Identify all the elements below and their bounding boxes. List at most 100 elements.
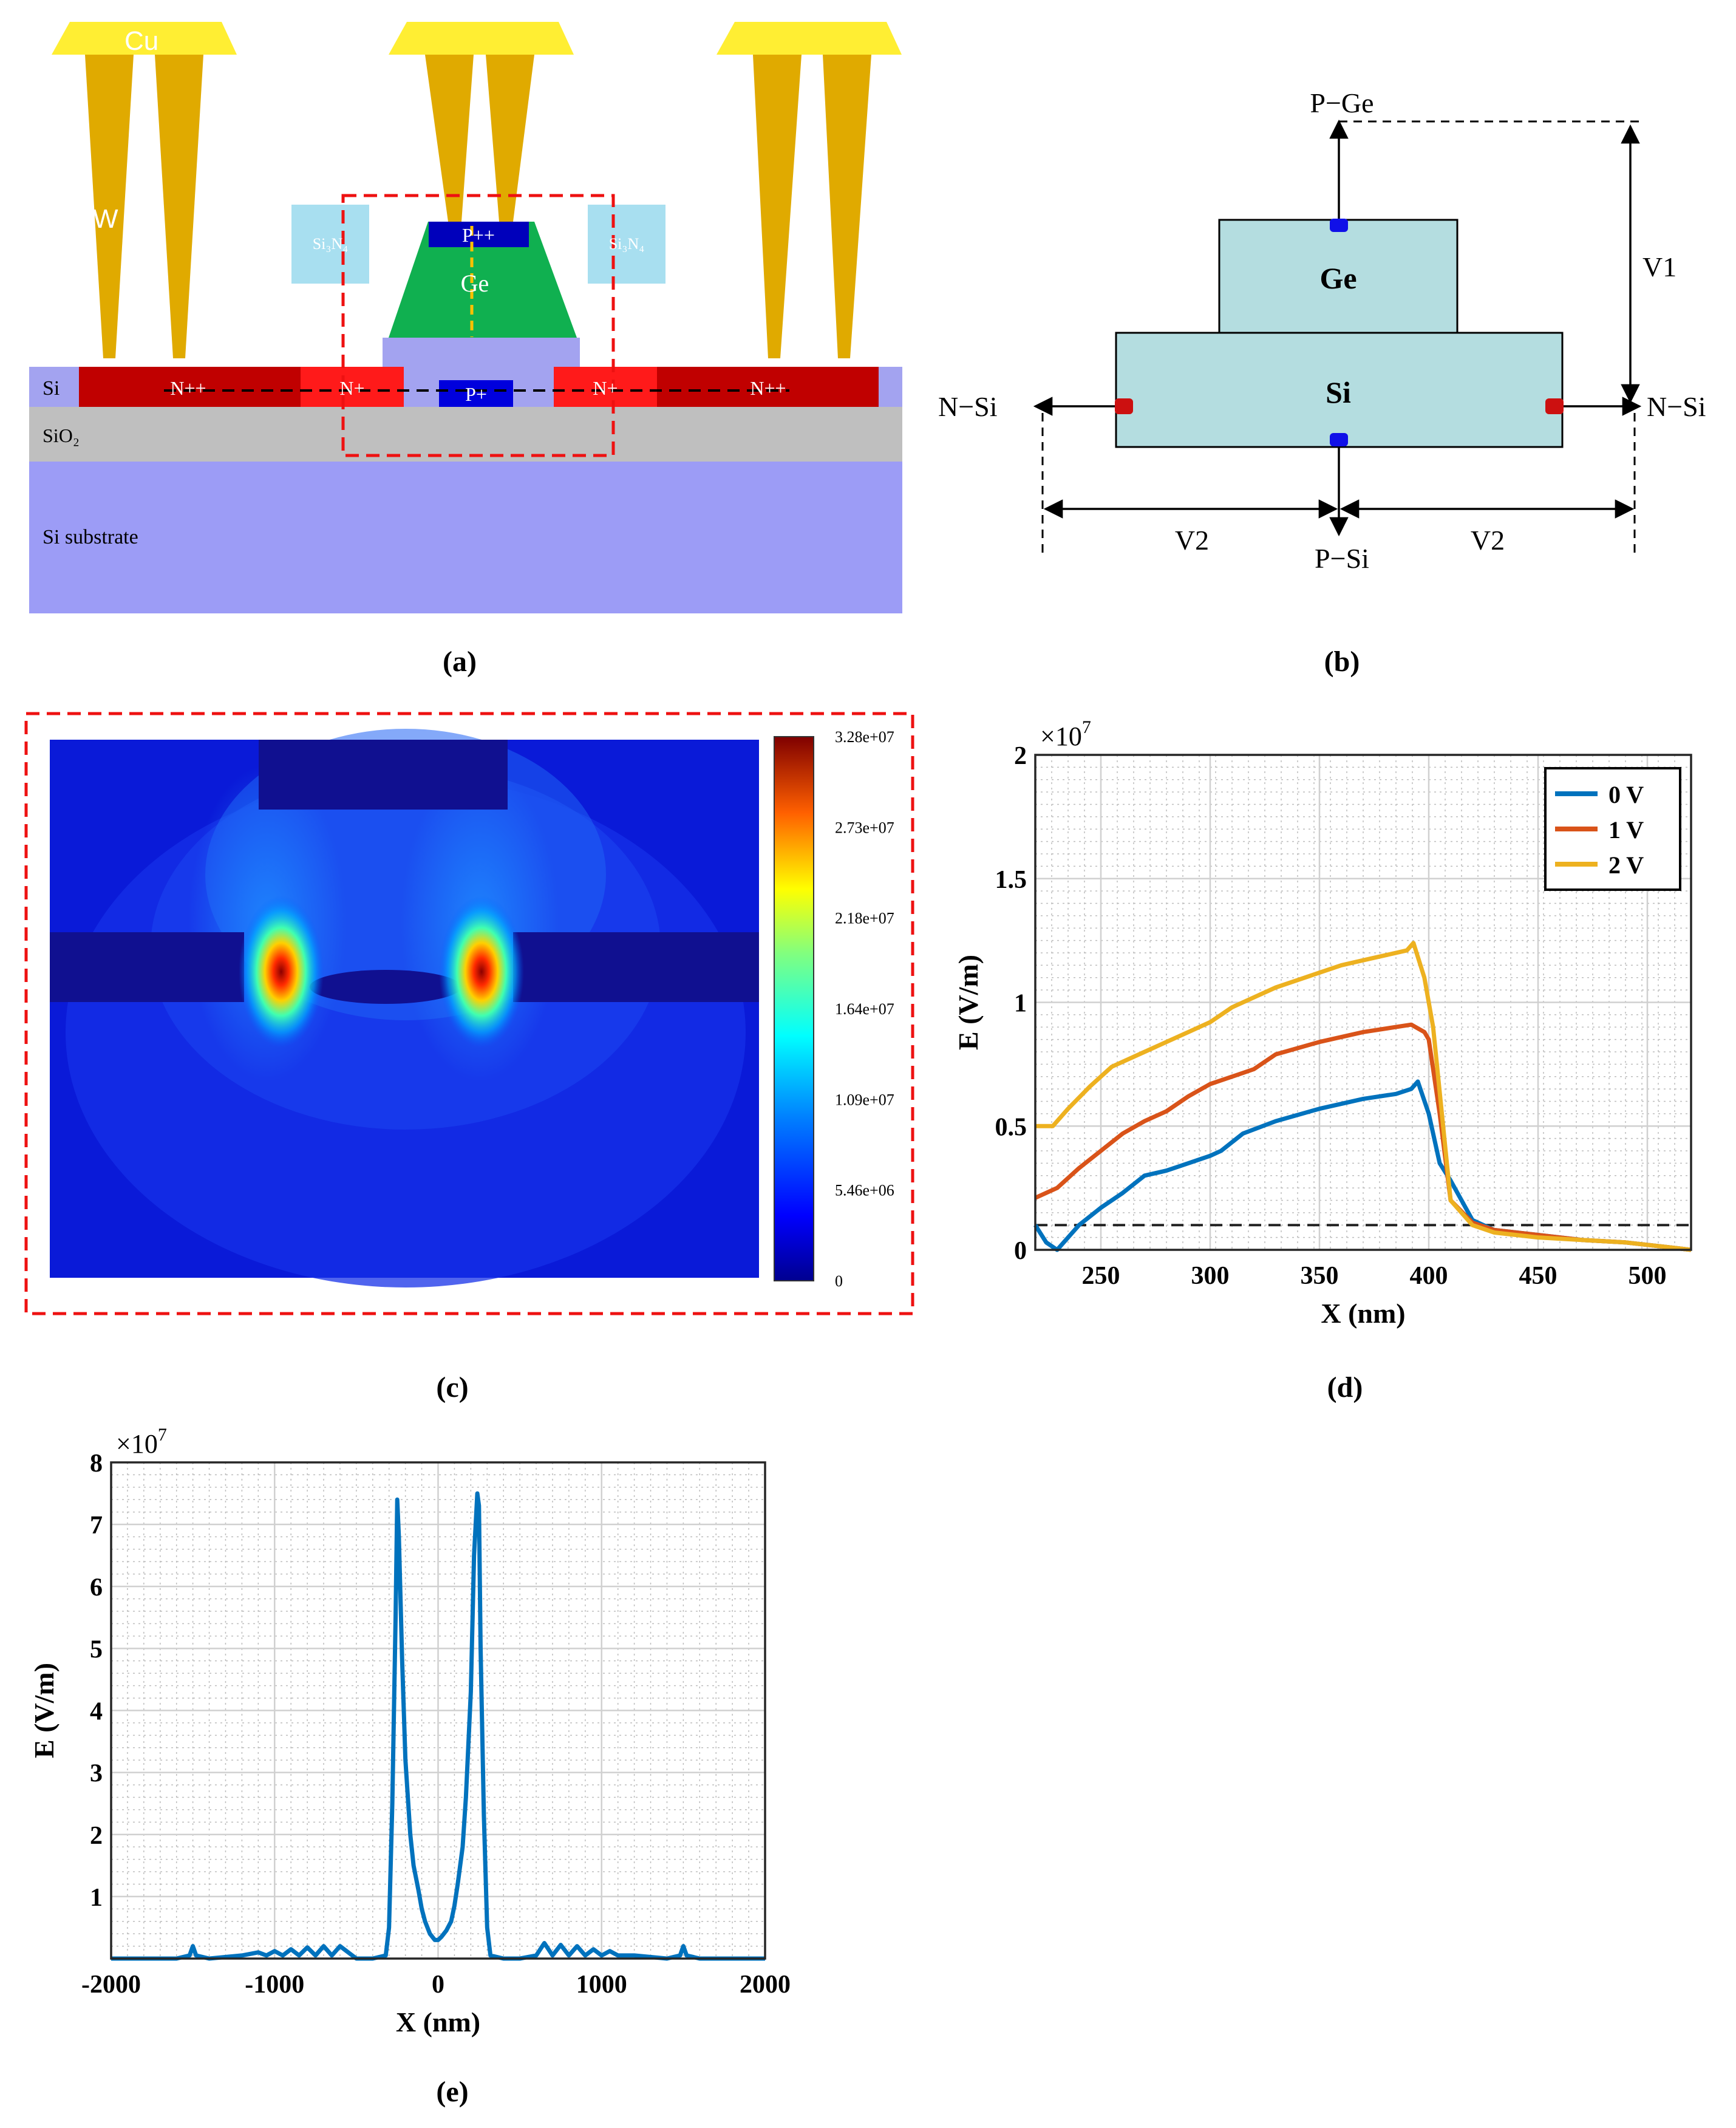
si3n4-right-block [588,205,665,284]
n-plus-plus-left-region [79,367,301,407]
n-plus-right-label: N+ [593,377,618,399]
v2-right-label: V2 [1471,525,1505,556]
si-label: Si [43,377,60,400]
si3n4-right-label: Si₃N₄ [609,235,645,253]
y-tick-label: 1.5 [995,866,1027,894]
y-tick-label: 2 [1014,742,1027,770]
n-plus-left-region [301,367,404,407]
series-line-e [111,1491,765,1961]
p-plus-region [439,380,513,407]
ge-mesa [389,222,577,338]
w-label: W [93,204,118,234]
y-tick-label: 7 [90,1512,103,1540]
y-tick-label: 8 [90,1450,103,1478]
caption-b: (b) [1324,646,1360,678]
colorbar [774,736,814,1281]
caption-e: (e) [436,2076,468,2108]
sio2-layer [29,407,902,462]
axes-box [110,1461,766,1960]
legend-entry: 2 V [1608,851,1644,879]
x-tick-label: 2000 [740,1971,791,1999]
x-tick-label: 250 [1082,1262,1120,1290]
p-plus-label: P+ [465,383,487,405]
colorbar-tick-label: 1.09e+07 [835,1091,894,1108]
chart-e: -2000 -1000 0 1000 2000 1 2 3 4 5 6 7 8 ×107 X (nm) E (… [29,1425,791,2038]
n-si-left-contact [1115,398,1133,414]
v2-left-label: V2 [1175,525,1209,556]
colorbar-tick-label: 2.73e+07 [835,819,894,836]
x-tick-label: -1000 [245,1971,304,1999]
n-plus-plus-right-label: N++ [750,377,786,399]
colorbar-tick-label: 1.64e+07 [835,1000,894,1018]
y-tick-label: 5 [90,1635,103,1663]
y-tick-label: 4 [90,1698,103,1726]
cu-label: Cu [124,26,158,56]
p-si-contact [1330,433,1348,446]
x-tick-label: 1000 [576,1971,627,1999]
y-tick-label: 1 [1014,990,1027,1018]
y-tick-label: 3 [90,1760,103,1788]
panel-b: Ge Si P−Ge V1 N−Si N−Si V2 P−Si V2 (b) [938,87,1706,678]
n-si-left-label: N−Si [938,391,998,422]
exponent-label: ×107 [116,1425,167,1459]
y-tick-label: 0.5 [995,1113,1027,1141]
si-substrate-label: Si substrate [43,526,138,548]
si-block-label: Si [1326,375,1351,409]
y-axis-label: E (V/m) [29,1663,60,1758]
caption-c: (c) [436,1371,468,1403]
p-si-label: P−Si [1315,543,1369,574]
y-axis-label: E (V/m) [953,955,984,1050]
y-tick-label: 0 [1014,1237,1027,1265]
n-plus-left-label: N+ [339,377,364,399]
n-plus-plus-right-region [657,367,879,407]
tungsten-plugs [85,55,871,358]
x-axis-label: X (nm) [1321,1298,1405,1329]
si-block [1115,332,1564,448]
field-map [50,729,759,1287]
sio2-label: SiO₂ [43,425,80,446]
colorbar-tick-label: 3.28e+07 [835,728,894,746]
caption-a: (a) [443,646,477,678]
y-tick-label: 1 [90,1884,103,1912]
axes-box [1034,754,1692,1251]
x-tick-label: 500 [1629,1262,1667,1290]
panel-c: 3.28e+07 2.73e+07 2.18e+07 1.64e+07 1.09e+07… [24,712,914,1403]
si3n4-left-block [291,205,369,284]
exponent-label: ×107 [1040,717,1091,751]
n-plus-right-region [554,367,657,407]
v1-label: V1 [1642,251,1676,282]
n-si-right-contact [1545,398,1564,414]
copper-pads [52,22,902,55]
y-tick-label: 2 [90,1822,103,1850]
si3n4-left-label: Si₃N₄ [313,235,349,253]
legend-entry: 1 V [1608,816,1644,844]
p-ge-contact [1330,219,1348,232]
p-plus-plus-region [429,222,529,247]
colorbar-tick-label: 2.18e+07 [835,910,894,927]
panel-a: Cu W Si₃N₄ Si₃N₄ P++ Ge Si N++ N+ P+ N+ … [29,22,902,678]
n-si-right-label: N−Si [1647,391,1706,422]
chart-d: 250 300 350 400 450 500 0 0.5 1 1.5 2 ×107 X (nm) E (… [953,717,1692,1329]
field-map-frame [24,712,914,1315]
x-tick-label: 0 [432,1971,444,1999]
caption-d: (d) [1327,1371,1363,1403]
colorbar-tick-label: 0 [835,1272,843,1290]
si-substrate-layer [29,462,902,613]
p-ge-label: P−Ge [1310,87,1373,118]
x-tick-label: 350 [1301,1262,1339,1290]
legend-box [1544,767,1681,891]
hotspot-left [239,896,324,1048]
si-mesa [383,338,580,367]
region-of-interest-box [341,194,615,457]
ge-block-label: Ge [1319,261,1356,295]
hotspot-right [439,896,524,1048]
colorbar-ticks: 3.28e+07 2.73e+07 2.18e+07 1.64e+07 1.09e+07… [835,728,894,1290]
x-tick-label: 300 [1191,1262,1230,1290]
x-tick-label: -2000 [81,1971,141,1999]
x-tick-label: 400 [1410,1262,1448,1290]
n-plus-plus-left-label: N++ [170,377,206,399]
series-line-2-v [1035,941,1692,1252]
x-tick-label: 450 [1519,1262,1557,1290]
ge-label: Ge [461,270,489,297]
